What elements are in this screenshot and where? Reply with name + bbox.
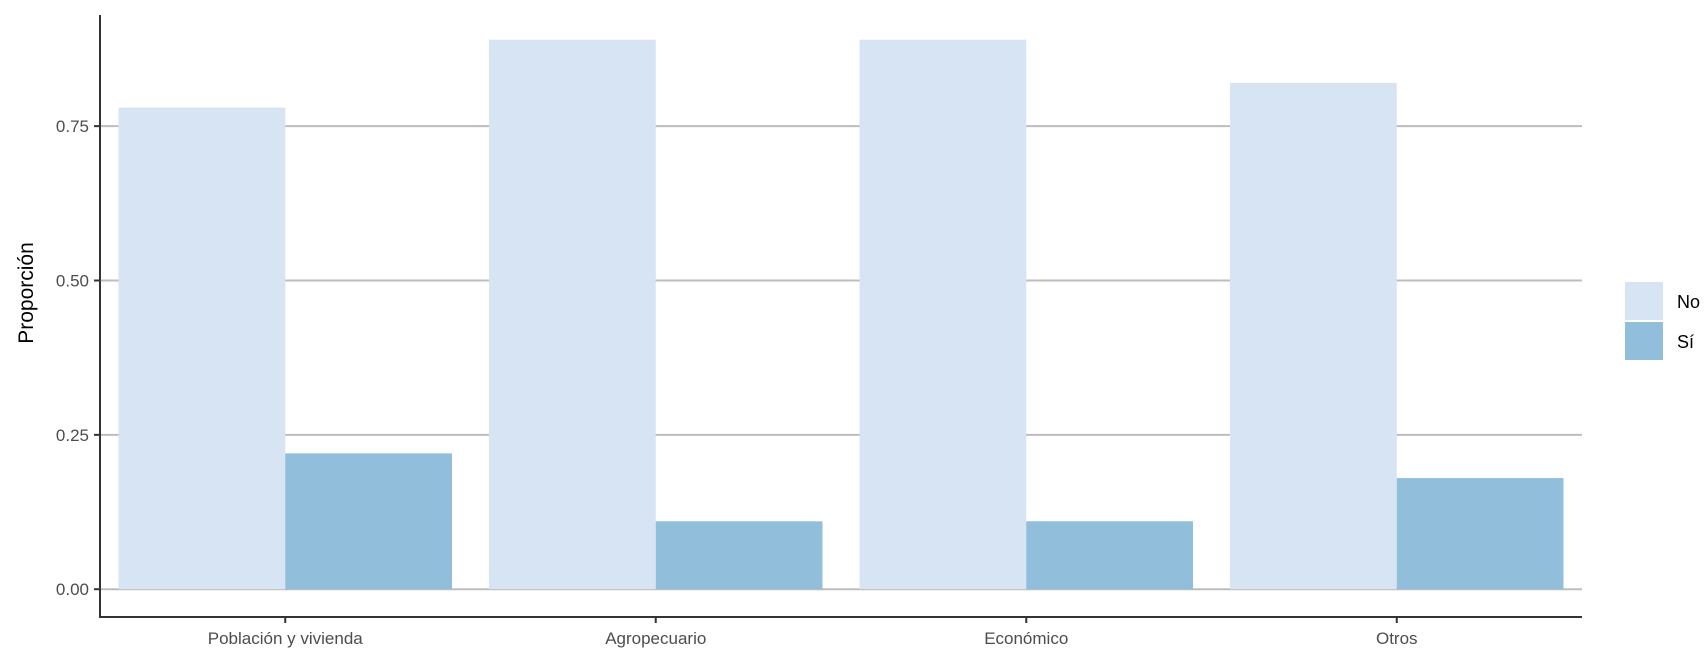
- y-tick-label: 0.25: [56, 426, 89, 445]
- y-tick-label: 0.00: [56, 580, 89, 599]
- bars: [118, 39, 1564, 590]
- x-tick-label: Población y vivienda: [208, 629, 364, 648]
- legend-key-sí: [1625, 322, 1663, 360]
- axes: [99, 15, 1582, 618]
- legend: No Sí: [1625, 282, 1700, 360]
- x-axis-ticks: Población y vivienda Agropecuario Económic…: [208, 617, 1418, 648]
- bar-sí: [1026, 521, 1193, 590]
- bar-sí: [285, 453, 452, 590]
- legend-label: Sí: [1677, 332, 1694, 352]
- y-tick-label: 0.50: [56, 271, 89, 290]
- bar-no: [859, 39, 1027, 590]
- x-tick-label: Económico: [984, 629, 1068, 648]
- bar-sí: [655, 521, 823, 590]
- x-tick-label: Agropecuario: [605, 629, 706, 648]
- bar-sí: [1396, 478, 1564, 590]
- bar-no: [1230, 82, 1397, 590]
- y-axis-ticks: 0.00 0.25 0.50 0.75: [56, 117, 100, 599]
- legend-key-no: [1625, 282, 1663, 320]
- bar-no: [489, 39, 656, 590]
- bar-no: [118, 107, 286, 590]
- x-tick-label: Otros: [1376, 629, 1418, 648]
- y-tick-label: 0.75: [56, 117, 89, 136]
- y-axis-title: Proporción: [15, 242, 38, 344]
- legend-label: No: [1677, 292, 1700, 312]
